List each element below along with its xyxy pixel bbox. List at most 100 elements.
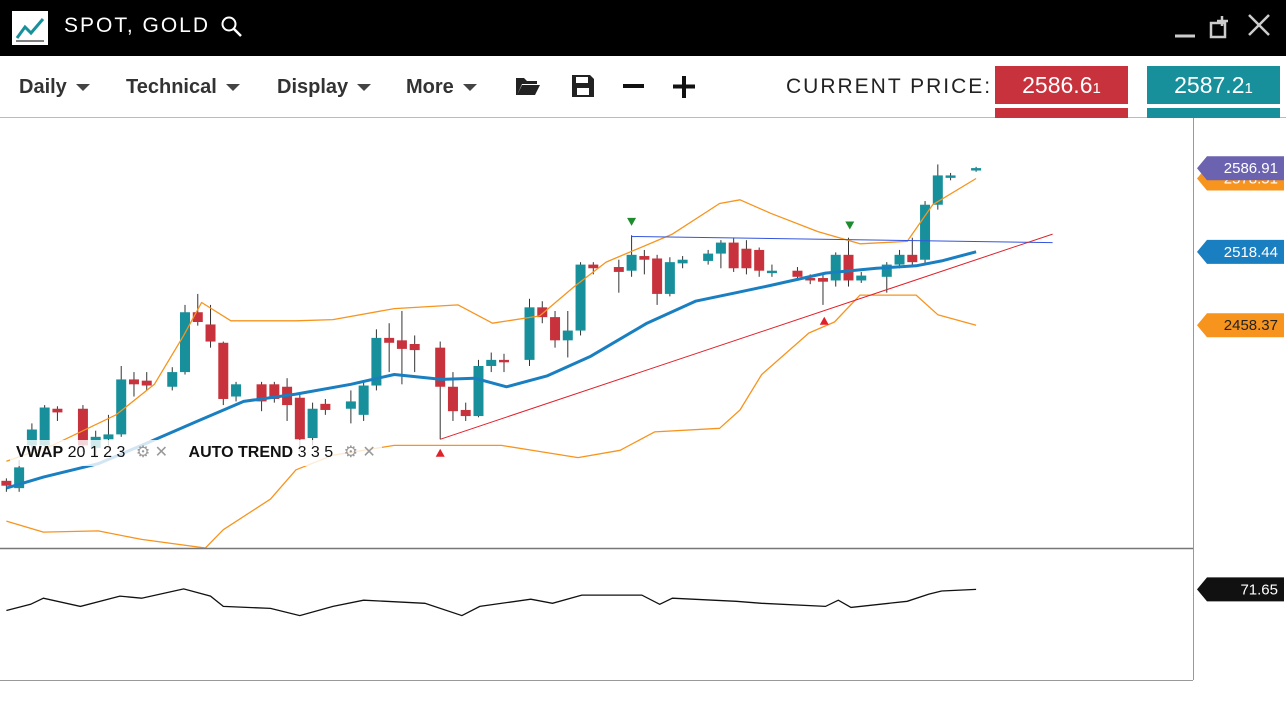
candle-body: [932, 175, 943, 205]
candle-body: [728, 242, 739, 269]
candle-body: [26, 429, 37, 446]
indicator-line: [5, 250, 977, 490]
candle-body: [537, 307, 548, 318]
candle-body: [180, 312, 191, 373]
candle-body: [269, 384, 280, 399]
indicator-line: [6, 177, 977, 462]
candle-body: [116, 379, 127, 435]
candle-body: [830, 254, 841, 281]
candle-body: [639, 256, 650, 260]
open-icon[interactable]: [514, 74, 542, 98]
buy-strip: [1147, 108, 1280, 118]
window-controls[interactable]: [1170, 12, 1280, 42]
indicator-settings[interactable]: ⚙ ✕: [135, 444, 169, 461]
indicator-name: VWAP: [16, 444, 64, 461]
trend-line: [440, 233, 1053, 440]
candle-body: [473, 365, 484, 417]
indicator-params: 3 3 5: [297, 444, 334, 461]
candle-body: [754, 249, 765, 271]
candle-body: [766, 270, 777, 274]
toolbar: Daily Technical Display More CURRENT PRI…: [0, 56, 1286, 118]
candle-body: [677, 259, 688, 264]
app-logo: [12, 11, 48, 45]
candle-body: [652, 258, 663, 294]
candle-body: [128, 379, 139, 385]
candle-body: [345, 401, 356, 409]
candle-body: [409, 343, 420, 351]
candle-body: [907, 254, 918, 263]
menu-technical[interactable]: Technical: [126, 76, 240, 99]
price-badge: [1197, 313, 1284, 338]
buy-price[interactable]: 2587.21: [1147, 66, 1280, 104]
indicator-params: 20 1 2 3: [67, 444, 126, 461]
candle-body: [358, 385, 369, 415]
candle-body: [307, 408, 318, 439]
candle-body: [371, 337, 382, 386]
candle-body: [562, 330, 573, 341]
candle-body: [192, 312, 203, 323]
candle-body: [715, 242, 726, 254]
price-badge: [1197, 156, 1284, 181]
candle-body: [550, 317, 561, 341]
candle-body: [498, 359, 509, 363]
price-badge: [1197, 239, 1284, 264]
price-badge: [1197, 577, 1284, 602]
candle-body: [741, 248, 752, 269]
candle-body: [435, 347, 446, 387]
menu-more[interactable]: More: [406, 76, 477, 99]
candle-body: [52, 408, 63, 413]
candle-body: [39, 407, 50, 446]
candle-body: [103, 434, 114, 440]
candle-body: [843, 254, 854, 281]
instrument-title: SPOT, GOLD: [64, 14, 211, 37]
candle-body: [613, 267, 624, 272]
signal-marker: [435, 448, 445, 457]
indicator-line: [6, 294, 977, 548]
candle-body: [664, 262, 675, 294]
search-icon[interactable]: [220, 15, 244, 39]
candle-body: [231, 384, 242, 397]
buy-price-pip: 1: [1244, 80, 1253, 97]
sell-price-main: 2586.6: [1022, 72, 1093, 98]
candle-body: [447, 386, 458, 412]
signal-marker: [819, 316, 829, 325]
menu-daily[interactable]: Daily: [19, 76, 90, 99]
indicator-legend: VWAP 20 1 2 3 ⚙ ✕ AUTO TREND 3 3 5 ⚙ ✕: [10, 440, 382, 466]
candle-body: [971, 168, 982, 171]
sell-price[interactable]: 2586.61: [995, 66, 1128, 104]
price-badge-label: 2586.91: [1224, 160, 1278, 177]
candle-body: [218, 342, 229, 399]
candle-body: [460, 409, 471, 417]
price-panel: [1, 164, 1053, 548]
indicator-settings[interactable]: ⚙ ✕: [343, 444, 376, 461]
indicator-name: AUTO TREND: [188, 444, 294, 461]
rsi-panel: [6, 588, 977, 617]
candle-body: [856, 275, 867, 281]
candle-body: [320, 403, 331, 410]
candle-body: [945, 175, 956, 178]
candle-body: [1, 480, 12, 486]
candle-body: [805, 278, 816, 281]
current-price-label: CURRENT PRICE:: [786, 75, 993, 98]
signal-marker: [627, 217, 637, 226]
candle-body: [294, 397, 305, 440]
candle-body: [792, 270, 803, 277]
rsi-line: [6, 588, 977, 617]
title-bar: SPOT, GOLD: [0, 0, 1286, 56]
zoom-out-icon[interactable]: [622, 76, 646, 96]
zoom-in-icon[interactable]: [672, 75, 696, 99]
candle-body: [920, 204, 931, 260]
candle-body: [141, 380, 152, 386]
candle-body: [703, 253, 714, 261]
candle-body: [14, 467, 25, 489]
sell-price-pip: 1: [1092, 80, 1101, 97]
price-badge-label: 2518.44: [1224, 244, 1278, 261]
candle-body: [626, 254, 637, 271]
candle-body: [575, 264, 586, 331]
price-badge-label: 2458.37: [1224, 317, 1278, 334]
save-icon[interactable]: [570, 73, 596, 99]
menu-display[interactable]: Display: [277, 76, 371, 99]
